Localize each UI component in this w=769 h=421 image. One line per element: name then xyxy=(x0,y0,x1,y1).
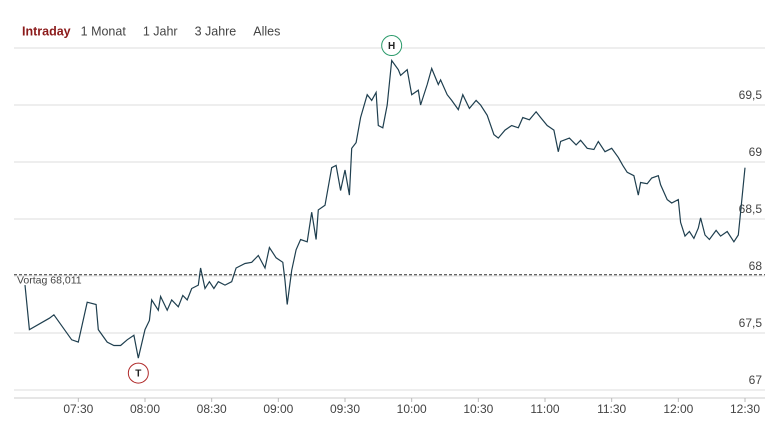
y-tick-label: 67,5 xyxy=(739,316,763,330)
x-tick-label: 11:00 xyxy=(530,402,559,416)
x-tick-label: 07:30 xyxy=(63,402,93,416)
y-tick-label: 67 xyxy=(749,373,763,387)
y-tick-label: 69,5 xyxy=(739,88,763,102)
x-tick-label: 09:30 xyxy=(330,402,360,416)
price-line xyxy=(24,58,746,359)
tab[interactable]: Alles xyxy=(253,24,280,38)
y-tick-label: 69 xyxy=(749,145,763,159)
x-tick-label: 11:30 xyxy=(597,402,626,416)
tab[interactable]: 1 Jahr xyxy=(143,24,178,38)
marker-circle xyxy=(127,362,149,384)
marker-label: T xyxy=(135,369,141,380)
x-tick-label: 12:30 xyxy=(730,402,760,416)
x-tick-label: 08:30 xyxy=(197,402,227,416)
x-tick-label: 10:00 xyxy=(397,402,427,416)
marker-label: H xyxy=(388,41,395,52)
x-tick-label: 09:00 xyxy=(263,402,293,416)
x-tick-label: 10:30 xyxy=(463,402,493,416)
tab[interactable]: 3 Jahre xyxy=(195,24,237,38)
tab[interactable]: 1 Monat xyxy=(81,24,127,38)
y-tick-label: 68 xyxy=(749,259,763,273)
marker-circle xyxy=(381,35,403,57)
reference-label: Vortag 68,011 xyxy=(17,275,82,287)
y-tick-label: 68,5 xyxy=(739,202,763,216)
x-tick-label: 12:00 xyxy=(663,402,693,416)
x-tick-label: 08:00 xyxy=(130,402,160,416)
tab[interactable]: Intraday xyxy=(22,24,71,38)
